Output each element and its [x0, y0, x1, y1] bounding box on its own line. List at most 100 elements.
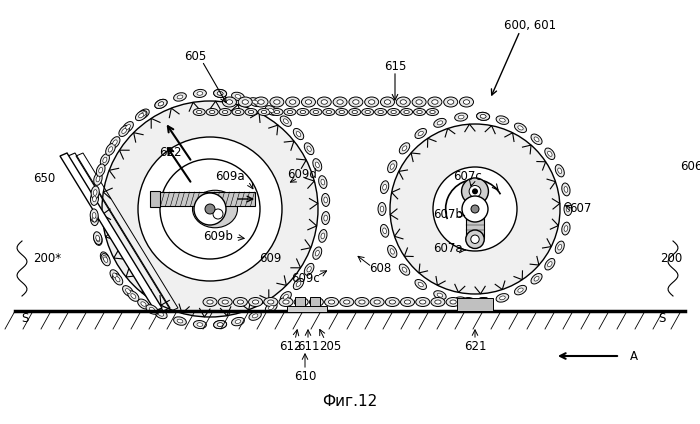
Text: Фиг.12: Фиг.12	[323, 394, 377, 410]
Ellipse shape	[430, 110, 435, 114]
Ellipse shape	[370, 298, 384, 307]
Text: 607: 607	[569, 203, 591, 215]
Ellipse shape	[374, 109, 386, 115]
Ellipse shape	[252, 314, 258, 318]
Ellipse shape	[416, 298, 430, 307]
Circle shape	[433, 167, 517, 251]
Ellipse shape	[141, 302, 146, 306]
Ellipse shape	[97, 164, 105, 176]
Ellipse shape	[318, 176, 327, 188]
Ellipse shape	[531, 134, 542, 145]
Circle shape	[194, 193, 226, 225]
Ellipse shape	[514, 123, 526, 133]
Ellipse shape	[555, 165, 564, 177]
Ellipse shape	[384, 100, 391, 104]
Ellipse shape	[388, 161, 397, 173]
Ellipse shape	[155, 310, 167, 319]
Ellipse shape	[193, 89, 206, 98]
Ellipse shape	[100, 252, 109, 264]
Ellipse shape	[197, 110, 202, 114]
Ellipse shape	[564, 203, 572, 215]
Circle shape	[462, 196, 488, 222]
Ellipse shape	[368, 100, 374, 104]
Ellipse shape	[378, 203, 386, 215]
Ellipse shape	[125, 289, 130, 293]
Circle shape	[472, 188, 478, 194]
Ellipse shape	[518, 126, 523, 130]
Circle shape	[466, 230, 484, 248]
Ellipse shape	[94, 233, 102, 245]
Ellipse shape	[416, 110, 422, 114]
Ellipse shape	[131, 294, 136, 298]
Ellipse shape	[203, 298, 217, 307]
Circle shape	[390, 124, 560, 294]
Ellipse shape	[197, 323, 203, 326]
Text: 609: 609	[259, 253, 281, 265]
Text: 607a: 607a	[433, 243, 463, 256]
Ellipse shape	[496, 293, 509, 302]
Polygon shape	[60, 153, 162, 311]
Ellipse shape	[385, 298, 399, 307]
Ellipse shape	[232, 109, 244, 115]
Ellipse shape	[477, 112, 489, 120]
Ellipse shape	[315, 162, 319, 167]
Ellipse shape	[249, 98, 261, 106]
Ellipse shape	[158, 102, 164, 106]
Ellipse shape	[232, 318, 244, 326]
Ellipse shape	[223, 110, 228, 114]
Ellipse shape	[380, 181, 389, 194]
Ellipse shape	[284, 119, 288, 123]
Ellipse shape	[339, 110, 344, 114]
Ellipse shape	[139, 113, 143, 118]
Ellipse shape	[415, 279, 426, 290]
Ellipse shape	[321, 100, 328, 104]
Ellipse shape	[302, 97, 316, 107]
Ellipse shape	[404, 110, 410, 114]
Circle shape	[471, 205, 479, 213]
Ellipse shape	[455, 297, 468, 305]
Ellipse shape	[480, 300, 486, 304]
Ellipse shape	[103, 255, 107, 261]
Ellipse shape	[566, 206, 570, 212]
Ellipse shape	[496, 116, 509, 124]
Ellipse shape	[128, 291, 139, 301]
Ellipse shape	[405, 300, 411, 304]
Ellipse shape	[284, 109, 296, 115]
Ellipse shape	[122, 128, 127, 134]
Ellipse shape	[232, 92, 244, 100]
Ellipse shape	[284, 295, 288, 299]
Ellipse shape	[400, 298, 414, 307]
Ellipse shape	[431, 298, 445, 307]
Ellipse shape	[419, 300, 426, 304]
Ellipse shape	[461, 298, 475, 307]
Ellipse shape	[388, 109, 400, 115]
Ellipse shape	[254, 97, 268, 107]
Text: S: S	[21, 312, 29, 326]
Text: 609d: 609d	[287, 167, 317, 181]
Ellipse shape	[283, 300, 289, 304]
Ellipse shape	[399, 143, 409, 154]
Ellipse shape	[534, 276, 539, 281]
Ellipse shape	[110, 270, 120, 282]
Text: 612: 612	[279, 340, 301, 352]
Ellipse shape	[238, 97, 252, 107]
Text: 607b: 607b	[433, 207, 463, 220]
Ellipse shape	[193, 190, 237, 228]
Circle shape	[102, 101, 318, 317]
Ellipse shape	[383, 228, 386, 234]
Ellipse shape	[149, 307, 155, 312]
Ellipse shape	[458, 299, 464, 303]
Ellipse shape	[286, 97, 300, 107]
Text: 621: 621	[463, 340, 486, 352]
Ellipse shape	[325, 298, 339, 307]
Ellipse shape	[353, 100, 359, 104]
Ellipse shape	[480, 300, 486, 304]
Ellipse shape	[562, 222, 570, 235]
Ellipse shape	[500, 118, 505, 122]
Ellipse shape	[119, 126, 130, 137]
Ellipse shape	[305, 100, 312, 104]
Ellipse shape	[380, 224, 389, 237]
Ellipse shape	[309, 298, 323, 307]
Ellipse shape	[226, 100, 232, 104]
Ellipse shape	[206, 109, 218, 115]
